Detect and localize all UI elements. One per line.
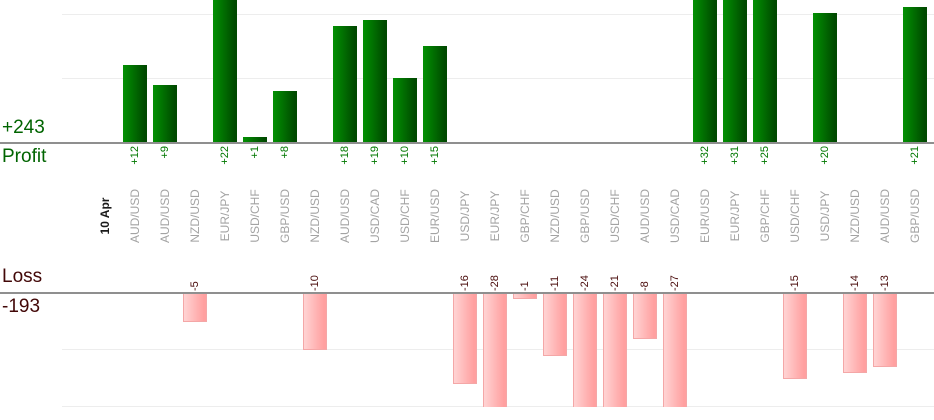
profit-plot [0, 0, 934, 143]
category-label: USD/CHF [787, 189, 802, 243]
category-label: USD/CAD [367, 189, 382, 244]
profit-bar [123, 65, 147, 143]
profit-bar [273, 91, 297, 143]
category-label: USD/CHF [397, 189, 412, 243]
category-label: GBP/USD [907, 189, 922, 244]
gridline-plus20 [62, 14, 934, 15]
category-label: NZD/USD [187, 189, 202, 243]
category-label: USD/JPY [817, 190, 832, 242]
profit-bar [813, 13, 837, 143]
category-label: EUR/USD [427, 189, 442, 244]
loss-value-label: -14 [849, 275, 861, 291]
profit-value-label: +8 [279, 146, 291, 159]
profit-value-label: +20 [819, 146, 831, 165]
category-label: NZD/USD [847, 189, 862, 243]
profit-bar [363, 19, 387, 143]
category-label: GBP/CHF [517, 189, 532, 243]
profit-bar [243, 136, 267, 143]
loss-value-label: -5 [189, 281, 201, 291]
loss-value-label: -8 [639, 281, 651, 291]
profit-value-label: +31 [729, 146, 741, 165]
loss-value-label: -16 [459, 275, 471, 291]
loss-baseline [0, 292, 934, 294]
loss-bar [873, 293, 897, 368]
loss-bar [843, 293, 867, 373]
loss-bar [663, 293, 687, 407]
category-label: AUD/USD [157, 189, 172, 244]
loss-bar [783, 293, 807, 379]
loss-bar [453, 293, 477, 385]
category-label: AUD/USD [337, 189, 352, 244]
loss-value-label: -27 [669, 275, 681, 291]
category-label: USD/CHF [607, 189, 622, 243]
profit-value-label: +19 [369, 146, 381, 165]
profit-axis-label: Profit [2, 146, 47, 167]
loss-bar [543, 293, 567, 356]
loss-bar [303, 293, 327, 350]
category-label: EUR/USD [697, 189, 712, 244]
profit-value-label: +10 [399, 146, 411, 165]
profit-bar [333, 26, 357, 143]
loss-value-label: -1 [519, 281, 531, 291]
profit-bar [753, 0, 777, 143]
loss-value-label: -11 [549, 275, 561, 291]
loss-bar [483, 293, 507, 407]
category-label: GBP/USD [277, 189, 292, 244]
category-label: EUR/JPY [487, 190, 502, 242]
category-label: AUD/USD [877, 189, 892, 244]
loss-plot [0, 293, 934, 407]
profit-total-label: +243 [2, 117, 45, 138]
loss-bar [513, 293, 537, 299]
profit-bar [723, 0, 747, 143]
profit-value-label: +21 [909, 146, 921, 165]
loss-bar [573, 293, 597, 407]
category-label: USD/JPY [457, 190, 472, 242]
profit-bar [693, 0, 717, 143]
category-label: GBP/USD [577, 189, 592, 244]
profit-bar [393, 78, 417, 143]
loss-bar [183, 293, 207, 322]
loss-value-label: -28 [489, 275, 501, 291]
loss-bar [603, 293, 627, 407]
profit-value-label: +18 [339, 146, 351, 165]
profit-baseline [0, 142, 934, 144]
loss-value-label: -24 [579, 275, 591, 291]
profit-value-label: +32 [699, 146, 711, 165]
profit-bar [213, 0, 237, 143]
loss-value-label: -21 [609, 275, 621, 291]
profit-value-label: +9 [159, 146, 171, 159]
category-label: AUD/USD [127, 189, 142, 244]
category-label: USD/CAD [667, 189, 682, 244]
loss-value-label: -10 [309, 275, 321, 291]
category-label: GBP/CHF [757, 189, 772, 243]
loss-value-label: -15 [789, 275, 801, 291]
loss-bar [633, 293, 657, 339]
category-label: USD/CHF [247, 189, 262, 243]
profit-bar [153, 84, 177, 143]
category-label: AUD/USD [637, 189, 652, 244]
profit-value-label: +12 [129, 146, 141, 165]
category-label: EUR/JPY [217, 190, 232, 242]
category-label: EUR/JPY [727, 190, 742, 242]
gridline-plus10 [62, 78, 934, 79]
loss-value-label: -13 [879, 275, 891, 291]
profit-bar [903, 6, 927, 143]
profit-value-label: +15 [429, 146, 441, 165]
profit-value-label: +25 [759, 146, 771, 165]
date-label: 10 Apr [97, 197, 112, 235]
loss-total-label: -193 [2, 296, 41, 317]
category-label: NZD/USD [307, 189, 322, 243]
loss-axis-label: Loss [2, 266, 43, 287]
profit-value-label: +1 [249, 146, 261, 159]
profit-bar [423, 45, 447, 143]
category-label: NZD/USD [547, 189, 562, 243]
profit-value-label: +22 [219, 146, 231, 165]
